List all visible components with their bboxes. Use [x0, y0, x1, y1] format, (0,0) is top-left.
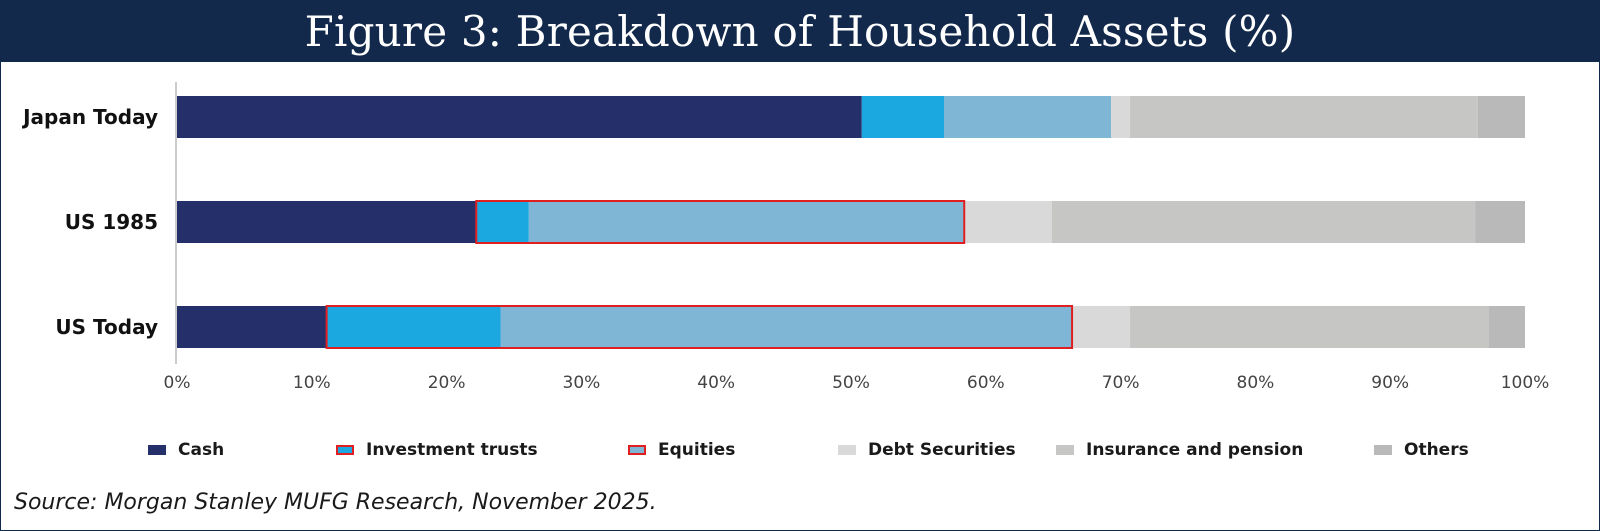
legend-item-cash: Cash — [148, 440, 224, 460]
bar-us-today-others — [1488, 306, 1525, 348]
bar-us-today-insurance-and-pension — [1130, 306, 1489, 348]
figure-title: Figure 3: Breakdown of Household Assets … — [0, 0, 1600, 62]
bar-us-1985-equities — [528, 201, 965, 243]
legend-item-others: Others — [1374, 440, 1469, 460]
highlight-box-us-today — [325, 305, 1074, 349]
legend-item-investment-trusts: Investment trusts — [336, 440, 538, 460]
legend-label: Investment trusts — [366, 440, 538, 460]
source-note: Source: Morgan Stanley MUFG Research, No… — [14, 490, 657, 515]
legend-swatch — [1374, 445, 1392, 455]
bar-japan-today-cash — [177, 96, 862, 138]
category-label-japan-today: Japan Today — [21, 105, 158, 129]
bar-japan-today-others — [1477, 96, 1525, 138]
highlight-group — [325, 200, 1074, 349]
bar-us-today-debt-securities — [1072, 306, 1131, 348]
legend: Cash Investment trusts Equities Debt Securi… — [0, 440, 1600, 464]
legend-swatch — [838, 445, 856, 455]
x-tick-label: 60% — [967, 373, 1005, 393]
legend-swatch — [148, 445, 166, 455]
bar-japan-today-equities — [944, 96, 1112, 138]
bar-japan-today-debt-securities — [1111, 96, 1131, 138]
bar-us-1985-insurance-and-pension — [1051, 201, 1476, 243]
legend-label: Debt Securities — [868, 440, 1016, 460]
bar-japan-today-insurance-and-pension — [1130, 96, 1478, 138]
x-tick-label: 30% — [563, 373, 601, 393]
bar-japan-today-investment-trusts — [861, 96, 945, 138]
legend-swatch — [336, 445, 354, 455]
x-tick-label: 40% — [697, 373, 735, 393]
bar-us-today-cash — [177, 306, 327, 348]
category-label-us-1985: US 1985 — [65, 210, 158, 234]
bar-us-1985-others — [1475, 201, 1525, 243]
bar-us-1985-cash — [177, 201, 477, 243]
x-tick-label: 20% — [428, 373, 466, 393]
legend-label: Others — [1404, 440, 1469, 460]
legend-item-insurance-and-pension: Insurance and pension — [1056, 440, 1303, 460]
bar-us-today-equities — [500, 306, 1073, 348]
legend-swatch — [628, 445, 646, 455]
bar-us-1985-investment-trusts — [476, 201, 529, 243]
x-tick-label: 80% — [1237, 373, 1275, 393]
legend-label: Cash — [178, 440, 225, 460]
legend-label: Insurance and pension — [1086, 440, 1304, 460]
stacked-bar-chart: Japan Today US 1985 US Today 0% 10% 20% 30% 40… — [21, 82, 1550, 393]
highlight-box-us-1985 — [475, 200, 966, 244]
x-tick-label: 10% — [293, 373, 331, 393]
x-tick-label: 70% — [1102, 373, 1140, 393]
category-label-us-today: US Today — [55, 315, 158, 339]
legend-item-equities: Equities — [628, 440, 735, 460]
x-axis-ticks: 0% 10% 20% 30% 40% 50% 60% 70% 80% 90% 100% — [164, 373, 1550, 393]
legend-label: Equities — [658, 440, 736, 460]
bar-us-today-investment-trusts — [326, 306, 501, 348]
x-tick-label: 50% — [832, 373, 870, 393]
x-tick-label: 0% — [164, 373, 191, 393]
x-tick-label: 90% — [1371, 373, 1409, 393]
bar-us-1985-debt-securities — [964, 201, 1052, 243]
legend-item-debt-securities: Debt Securities — [838, 440, 1016, 460]
legend-swatch — [1056, 445, 1074, 455]
bars-group — [177, 96, 1525, 348]
category-labels: Japan Today US 1985 US Today — [21, 105, 158, 339]
x-tick-label: 100% — [1501, 373, 1550, 393]
